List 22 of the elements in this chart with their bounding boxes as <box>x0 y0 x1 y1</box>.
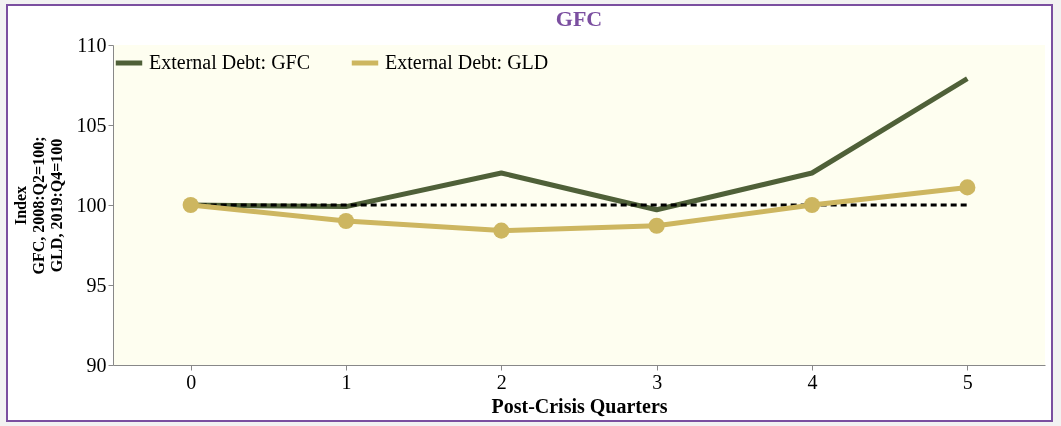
point <box>648 217 665 234</box>
y-tick-label: 110 <box>77 33 107 56</box>
point <box>959 179 976 196</box>
legend-label: External Debt: GFC <box>149 51 311 73</box>
x-tick-label: 1 <box>341 370 352 393</box>
legend-label: External Debt: GLD <box>385 51 549 73</box>
point <box>493 222 510 239</box>
x-axis-title: Post-Crisis Quarters <box>491 394 668 417</box>
x-tick-label: 5 <box>962 370 973 393</box>
point <box>803 196 821 214</box>
chart-title: GFC <box>555 6 603 31</box>
x-tick-label: 4 <box>807 370 818 393</box>
y-tick-label: 100 <box>76 193 107 216</box>
y-axis-title: Index GFC, 2008:Q2=100; GLD, 2019:Q4=100 <box>11 136 65 275</box>
x-tick-label: 2 <box>496 370 507 393</box>
y-tick-label: 90 <box>86 353 107 376</box>
x-tick-label: 3 <box>652 370 663 393</box>
point <box>337 212 355 230</box>
x-tick-label: 0 <box>186 370 197 393</box>
y-tick-label: 95 <box>86 273 107 296</box>
y-tick-label: 105 <box>76 113 107 136</box>
point <box>182 196 199 214</box>
